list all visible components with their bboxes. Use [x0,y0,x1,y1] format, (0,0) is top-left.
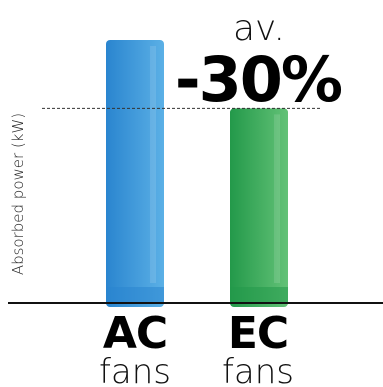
bar-ec-highlight [274,114,280,283]
annotation-value: -30% [175,43,342,116]
category-sublabel-ac: fans [99,352,171,387]
bar-ec-base-shade [230,287,288,303]
y-axis-label: Absorbed power (kW) [9,113,27,275]
category-label-ec: EC [228,308,288,359]
annotation-prefix: av. [233,8,285,49]
bar-ac [106,40,164,307]
bar-ac-base-shade [106,287,164,303]
category-label-ac: AC [103,308,167,359]
category-sublabel-ec: fans [222,352,294,387]
bars-group [106,40,288,307]
bar-ec [230,108,288,307]
bar-ac-highlight [150,46,156,283]
